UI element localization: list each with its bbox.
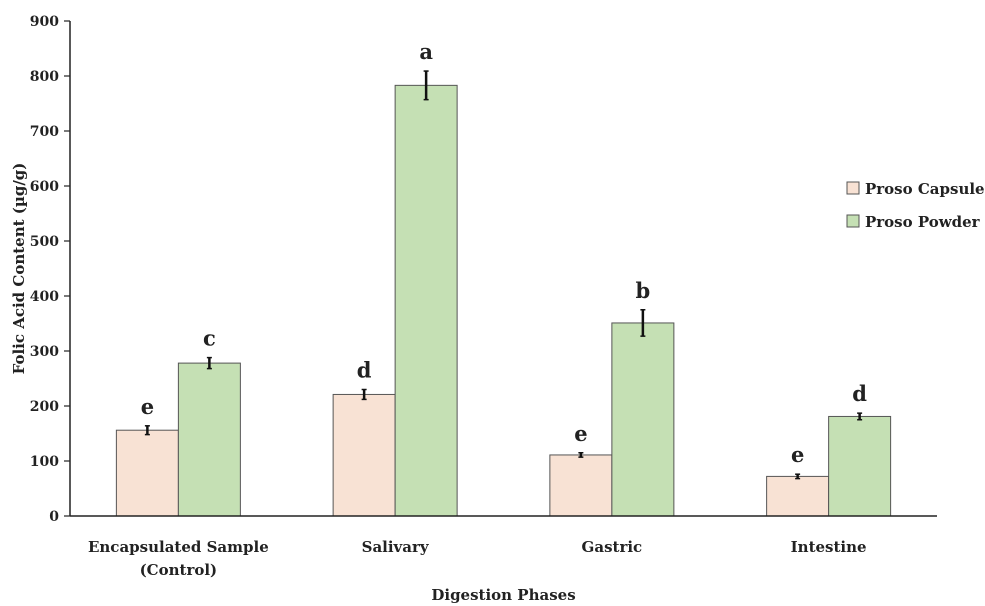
bars <box>115 84 892 517</box>
significance-letter: d <box>357 358 372 383</box>
error-bars <box>144 70 863 480</box>
y-tick-label: 100 <box>30 454 59 470</box>
y-tick-label: 0 <box>49 509 59 525</box>
legend-swatch <box>846 214 860 228</box>
y-tick-label: 700 <box>30 124 59 140</box>
significance-letter: e <box>141 394 154 419</box>
significance-letter: e <box>574 421 587 446</box>
legend-label: Proso Capsule <box>865 180 985 198</box>
bar <box>394 84 458 517</box>
legend-swatch <box>846 181 860 195</box>
bar <box>549 454 613 517</box>
y-axis-title: Folic Acid Content (µg/g) <box>10 163 28 375</box>
y-axis-ticks: 0 100 200 300 400 500 600 700 800 900 <box>30 14 70 525</box>
significance-letter: e <box>791 442 804 467</box>
bar <box>177 362 241 517</box>
significance-labels: e c d a e b e d <box>141 39 868 467</box>
legend-label: Proso Powder <box>865 213 981 231</box>
x-category-label: Gastric <box>582 538 643 556</box>
bar <box>115 429 179 517</box>
y-tick-label: 400 <box>30 289 59 305</box>
y-tick-label: 300 <box>30 344 59 360</box>
y-tick-label: 900 <box>30 14 59 30</box>
significance-letter: a <box>419 39 433 64</box>
bar <box>766 475 830 517</box>
x-axis-title: Digestion Phases <box>431 586 575 604</box>
significance-letter: c <box>203 326 216 351</box>
bar <box>828 415 892 517</box>
x-category-label: Salivary <box>362 538 430 556</box>
x-axis-categories: Encapsulated Sample (Control) Salivary Gast… <box>88 538 867 579</box>
bar <box>611 322 675 517</box>
y-tick-label: 200 <box>30 399 59 415</box>
x-category-label: Encapsulated Sample <box>88 538 269 556</box>
bar <box>332 393 396 517</box>
y-tick-label: 500 <box>30 234 59 250</box>
significance-letter: d <box>852 381 867 406</box>
legend: Proso Capsule Proso Powder <box>846 180 985 231</box>
x-category-label: Intestine <box>791 538 867 556</box>
y-tick-label: 600 <box>30 179 59 195</box>
significance-letter: b <box>636 278 651 303</box>
x-category-label: (Control) <box>140 561 218 579</box>
y-tick-label: 800 <box>30 69 59 85</box>
